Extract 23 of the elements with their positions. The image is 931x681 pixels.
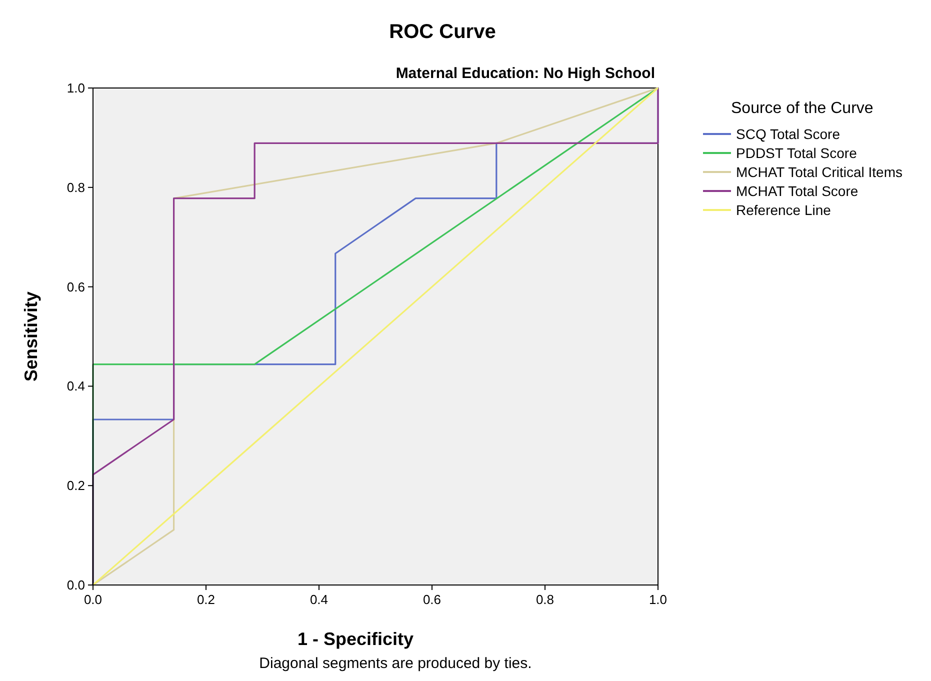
legend-label: MCHAT Total Score xyxy=(736,183,858,199)
x-tick-label: 0.4 xyxy=(310,592,328,607)
x-tick-label: 0.8 xyxy=(536,592,554,607)
x-tick-label: 0.2 xyxy=(196,592,216,607)
legend-title: Source of the Curve xyxy=(731,100,874,117)
x-tick-label: 0.0 xyxy=(84,592,102,607)
x-tick-label: 0.6 xyxy=(422,592,442,607)
text: Diagonal segments are produced by ties. xyxy=(259,655,532,672)
y-tick-label: 0.8 xyxy=(66,180,85,195)
x-tick-label: 1.0 xyxy=(648,592,668,607)
legend-label: Reference Line xyxy=(736,202,832,218)
y-axis-title: Sensitivity xyxy=(21,291,41,382)
y-tick-label: 0.4 xyxy=(66,378,85,394)
legend-label: SCQ Total Score xyxy=(736,126,840,142)
chart-title: ROC Curve xyxy=(389,21,496,43)
y-tick-label: 1.0 xyxy=(66,80,85,96)
y-tick-label: 0.6 xyxy=(66,279,85,294)
y-tick-label: 0.2 xyxy=(66,478,85,494)
x-axis-title: 1 - Specificity xyxy=(297,629,414,649)
legend-label: PDDST Total Score xyxy=(736,145,858,161)
chart-subtitle: Maternal Education: No High School xyxy=(396,65,655,82)
legend-label: MCHAT Total Critical Items xyxy=(736,164,902,180)
y-tick-label: 0.0 xyxy=(66,578,85,592)
